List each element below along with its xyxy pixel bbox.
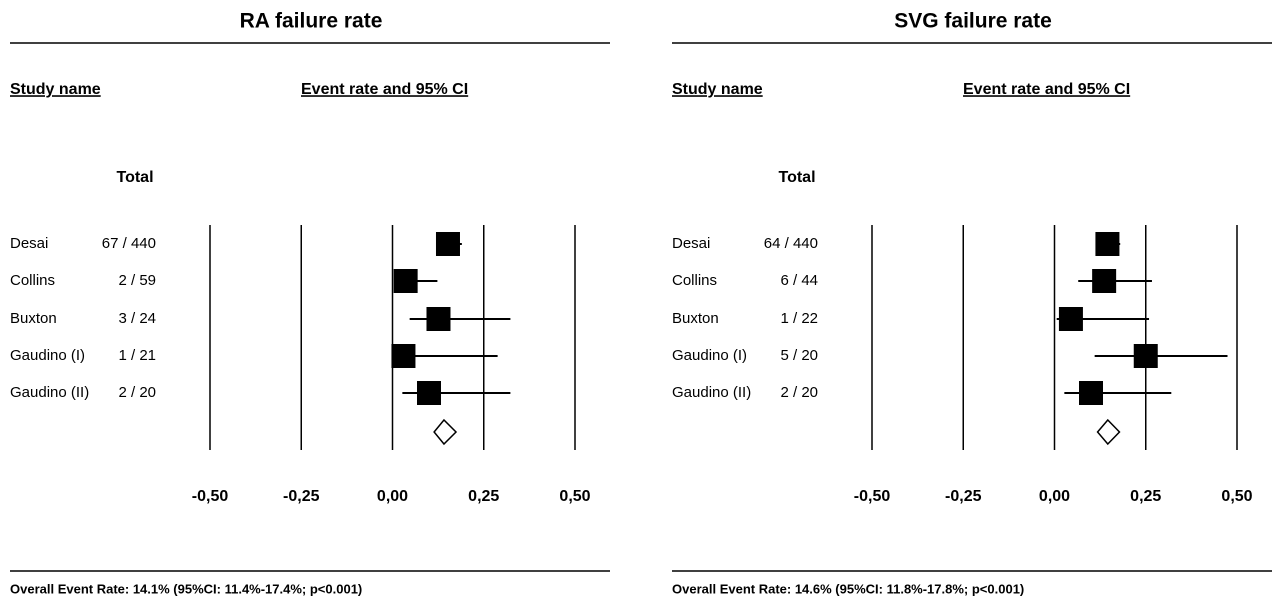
x-tick-label: 0,50 [1221,488,1252,505]
x-tick-label: 0,50 [559,488,590,505]
column-header: Study name [672,81,763,98]
estimate-square [391,344,416,368]
study-name: Desai [672,235,710,252]
study-total: 1 / 22 [780,310,818,327]
estimate-square [1133,344,1158,368]
estimate-square [426,307,451,331]
x-tick-label: -0,50 [854,488,891,505]
panel-title: SVG failure rate [894,10,1052,33]
estimate-square [393,269,418,293]
x-tick-label: -0,50 [192,488,229,505]
estimate-square [435,232,460,256]
study-total: 64 / 440 [764,235,818,252]
estimate-square [1095,232,1120,256]
footnote: Overall Event Rate: 14.1% (95%CI: 11.4%-… [10,581,362,596]
x-tick-label: -0,25 [945,488,982,505]
estimate-square [1092,269,1117,293]
study-total: 67 / 440 [102,235,156,252]
study-total: 6 / 44 [780,272,818,289]
study-total: 1 / 21 [118,347,156,364]
overall-diamond [1096,418,1121,446]
study-name: Gaudino (I) [672,347,747,364]
study-name: Gaudino (II) [10,384,89,401]
study-name: Gaudino (II) [672,384,751,401]
overall-diamond [433,418,458,446]
x-tick-label: -0,25 [283,488,320,505]
column-header: Event rate and 95% CI [963,81,1130,98]
estimate-square [1079,381,1103,405]
study-name: Desai [10,235,48,252]
footnote: Overall Event Rate: 14.6% (95%CI: 11.8%-… [672,581,1024,596]
study-name: Gaudino (I) [10,347,85,364]
study-name: Buxton [672,310,719,327]
study-total: 2 / 59 [118,272,156,289]
column-header: Total [116,169,153,186]
x-tick-label: 0,00 [377,488,408,505]
study-name: Collins [10,272,55,289]
column-header: Event rate and 95% CI [301,81,468,98]
study-total: 3 / 24 [118,310,156,327]
column-header: Study name [10,81,101,98]
study-name: Buxton [10,310,57,327]
study-total: 2 / 20 [118,384,156,401]
x-tick-label: 0,25 [468,488,499,505]
x-tick-label: 0,00 [1039,488,1070,505]
panel-title: RA failure rate [240,10,383,33]
study-total: 5 / 20 [780,347,818,364]
study-name: Collins [672,272,717,289]
column-header: Total [778,169,815,186]
estimate-square [1058,307,1083,331]
x-tick-label: 0,25 [1130,488,1161,505]
study-total: 2 / 20 [780,384,818,401]
estimate-square [417,381,441,405]
